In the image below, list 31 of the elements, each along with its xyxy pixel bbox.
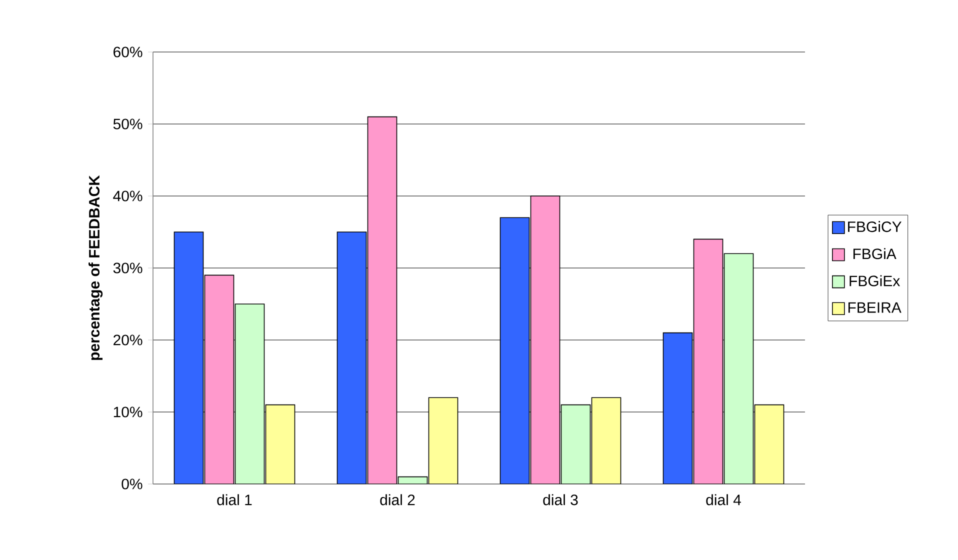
x-tick-label: dial 4 [706, 494, 741, 506]
bar [662, 332, 693, 484]
y-tick-label: 0% [122, 478, 142, 490]
y-tick-label: 10% [114, 406, 142, 418]
x-tick-label: dial 1 [217, 494, 252, 506]
bar [266, 404, 295, 484]
bar [591, 397, 622, 484]
y-tick-label: 30% [113, 262, 142, 274]
bar [724, 253, 754, 484]
bar [204, 275, 234, 484]
y-axis-title: percentage of FEEDBACK [88, 175, 103, 360]
legend-label: FBEIRA [848, 302, 902, 313]
y-tick-label: 50% [113, 118, 142, 130]
bar [530, 196, 560, 484]
legend-label: FBGiEx [850, 275, 900, 286]
legend-label: FBGiA [853, 248, 896, 260]
bar [754, 404, 784, 484]
bar [174, 232, 204, 484]
bar [235, 304, 264, 484]
bar [693, 238, 724, 484]
y-tick-label: 40% [113, 190, 142, 202]
bar [367, 116, 398, 484]
legend-label: FBGiCY [848, 221, 902, 232]
x-tick-label: dial 2 [380, 494, 415, 506]
bar [500, 217, 530, 484]
bar [560, 404, 591, 484]
bar [428, 397, 458, 484]
x-tick-label: dial 3 [543, 494, 578, 506]
y-tick-label: 60% [114, 46, 142, 58]
y-tick-label: 20% [114, 334, 142, 346]
bar [336, 232, 367, 484]
